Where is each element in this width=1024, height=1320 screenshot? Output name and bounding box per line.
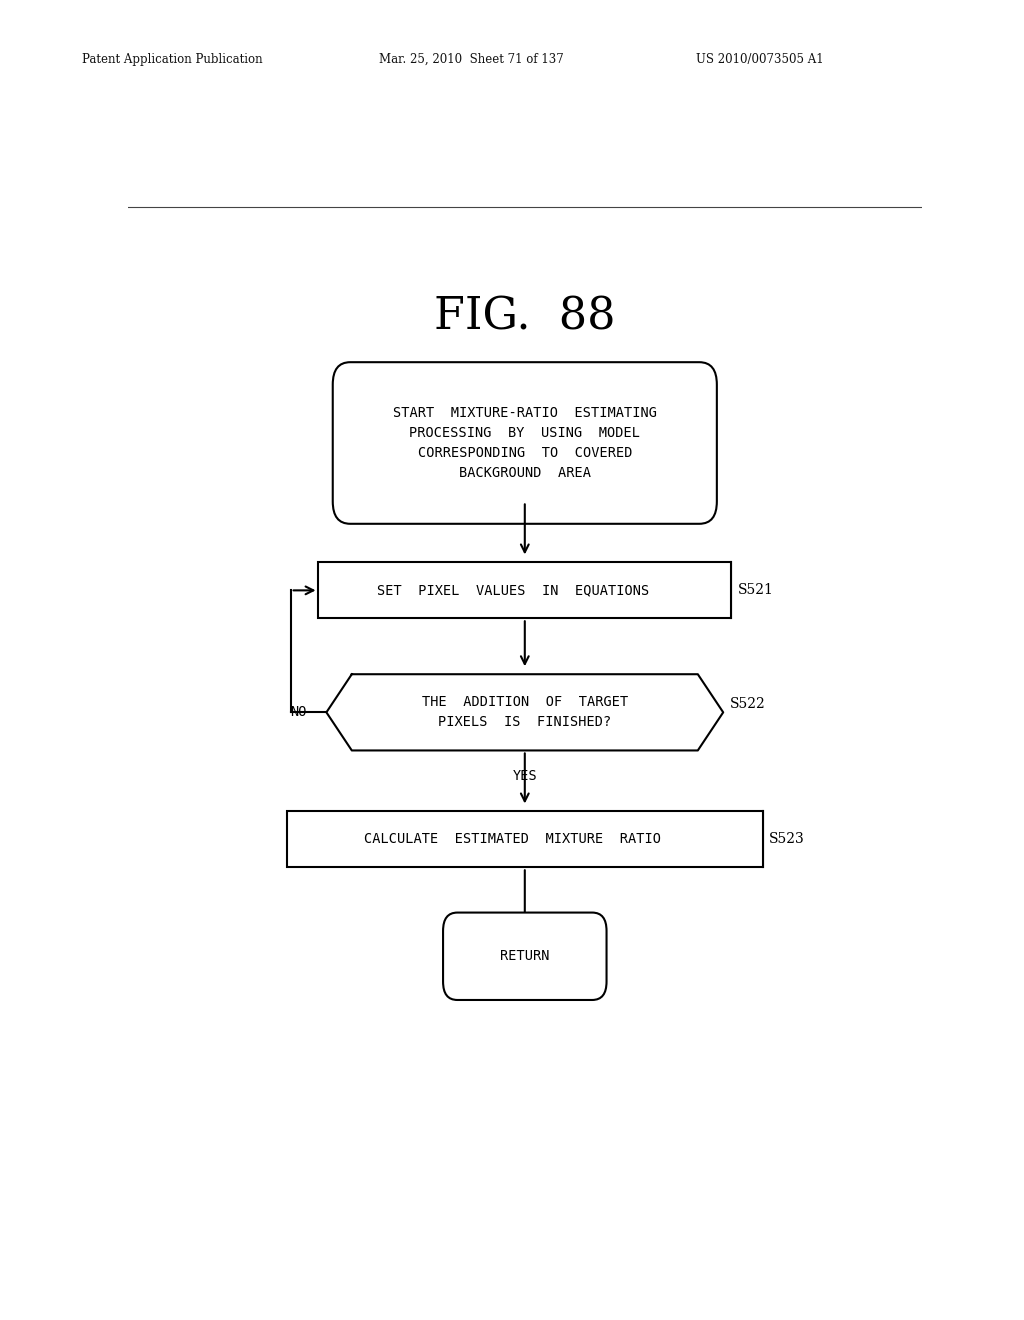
Text: S521: S521	[737, 583, 773, 598]
Text: RETURN: RETURN	[500, 949, 550, 964]
Text: S522: S522	[729, 697, 765, 711]
Text: FIG.  88: FIG. 88	[434, 296, 615, 339]
FancyBboxPatch shape	[318, 562, 731, 618]
Text: START  MIXTURE-RATIO  ESTIMATING
PROCESSING  BY  USING  MODEL
CORRESPONDING  TO : START MIXTURE-RATIO ESTIMATING PROCESSIN…	[393, 407, 656, 480]
Text: CALCULATE  ESTIMATED  MIXTURE  RATIO: CALCULATE ESTIMATED MIXTURE RATIO	[365, 833, 662, 846]
Text: S523: S523	[769, 833, 805, 846]
Text: SET  PIXEL  VALUES  IN  EQUATIONS: SET PIXEL VALUES IN EQUATIONS	[377, 583, 649, 598]
FancyBboxPatch shape	[287, 812, 763, 867]
Polygon shape	[327, 675, 723, 751]
Text: NO: NO	[290, 705, 306, 719]
Text: US 2010/0073505 A1: US 2010/0073505 A1	[696, 53, 824, 66]
Text: YES: YES	[512, 768, 538, 783]
Text: THE  ADDITION  OF  TARGET
PIXELS  IS  FINISHED?: THE ADDITION OF TARGET PIXELS IS FINISHE…	[422, 696, 628, 730]
FancyBboxPatch shape	[443, 912, 606, 1001]
Text: Patent Application Publication: Patent Application Publication	[82, 53, 262, 66]
FancyBboxPatch shape	[333, 362, 717, 524]
Text: Mar. 25, 2010  Sheet 71 of 137: Mar. 25, 2010 Sheet 71 of 137	[379, 53, 563, 66]
